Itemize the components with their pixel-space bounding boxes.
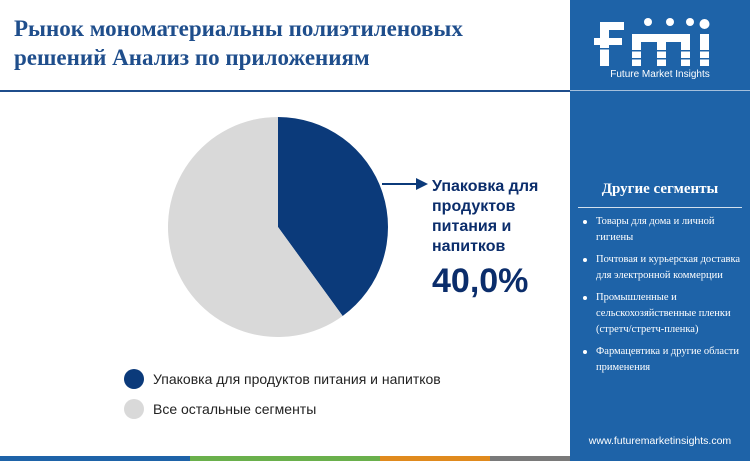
sidebar-heading-divider	[578, 207, 742, 208]
callout-arrow-head	[416, 178, 428, 190]
sidebar: Future Market Insights Другие сегменты Т…	[570, 0, 750, 461]
chart-legend: Упаковка для продуктов питания и напитко…	[124, 368, 441, 428]
legend-item-food-packaging: Упаковка для продуктов питания и напитко…	[124, 368, 441, 390]
bottom-color-bar	[0, 456, 570, 461]
sidebar-divider	[570, 90, 750, 91]
legend-label-food-packaging: Упаковка для продуктов питания и напитко…	[153, 371, 441, 387]
fmi-logo-icon	[594, 18, 710, 66]
callout-value: 40,0%	[432, 262, 529, 300]
logo-text: Future Market Insights	[610, 69, 710, 80]
website-link[interactable]: www.futuremarketinsights.com	[588, 435, 732, 447]
bottom-bar-green	[190, 456, 380, 461]
callout-label: Упаковка для продуктов питания и напитко…	[432, 178, 539, 255]
list-item: Промышленные и сельскохозяйственные плен…	[579, 290, 747, 338]
bottom-bar-gray	[490, 456, 570, 461]
page-title: Рынок мономатериальны полиэтиленовых реш…	[14, 16, 463, 70]
list-item: Товары для дома и личной гигиены	[579, 214, 747, 246]
pie-slice-food-packaging	[278, 117, 389, 316]
sidebar-heading: Другие сегменты	[601, 181, 719, 197]
legend-swatch-food-packaging	[124, 369, 144, 389]
pie-callout: Упаковка для продуктов питания и напитко…	[432, 177, 567, 301]
list-item: Фармацевтика и другие области применения	[579, 344, 747, 376]
sidebar-segment-list: Товары для дома и личной гигиены Почтова…	[579, 214, 747, 382]
title-divider	[0, 90, 570, 92]
list-item: Почтовая и курьерская доставка для элект…	[579, 252, 747, 284]
bottom-bar-blue	[0, 456, 190, 461]
bottom-bar-orange	[380, 456, 490, 461]
legend-item-other-segments: Все остальные сегменты	[124, 398, 441, 420]
pie-slice-other-segments	[168, 117, 343, 337]
pie-slices	[168, 117, 389, 337]
legend-label-other-segments: Все остальные сегменты	[153, 401, 317, 417]
main-panel: Рынок мономатериальны полиэтиленовых реш…	[0, 16, 570, 461]
legend-swatch-other-segments	[124, 399, 144, 419]
pie-chart	[168, 117, 428, 337]
